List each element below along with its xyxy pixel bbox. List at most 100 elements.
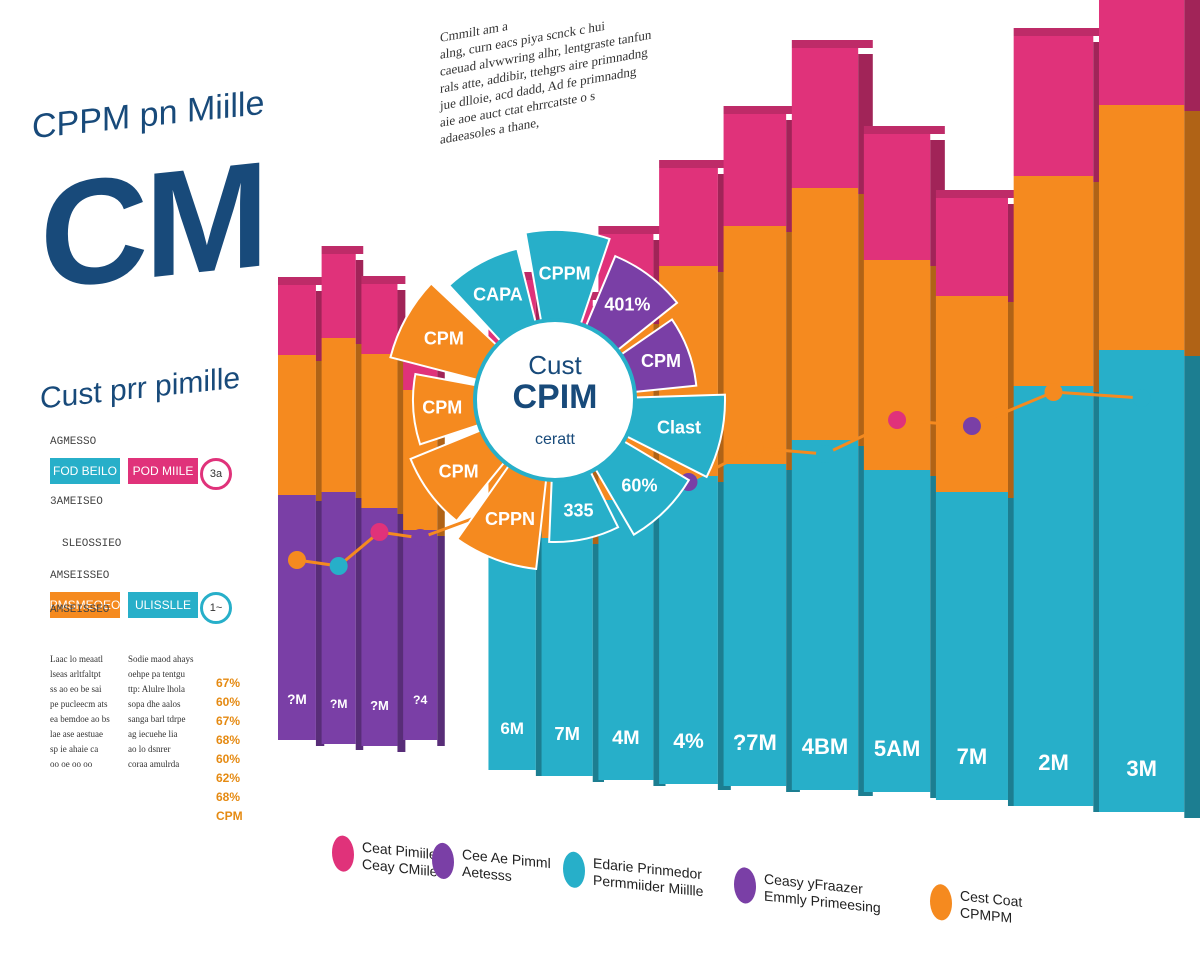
bar-stack: 7M (935, 190, 1024, 806)
trend-dot (745, 439, 764, 457)
stat-text: 3AMEISEO (50, 496, 103, 508)
bar-label: ?M (330, 697, 348, 711)
bar-side (437, 536, 445, 746)
bar-stack: ?M (278, 277, 325, 746)
slice-label: CPM (439, 461, 479, 481)
bar-segment (659, 168, 718, 266)
slice-label: CPM (424, 329, 464, 349)
bar-segment (321, 492, 356, 744)
bar-stack: 2M (1013, 28, 1111, 812)
bar-segment (541, 538, 593, 776)
bar-segment (598, 500, 654, 780)
mini-left-line: Laac lo meaatl (50, 654, 103, 664)
trend-dot (1132, 389, 1151, 407)
bar-segment (403, 530, 438, 740)
trend-dot (816, 445, 835, 463)
stat-text: SLEOSSIEO (62, 538, 122, 550)
bar-side (355, 260, 364, 344)
bar-top (659, 160, 731, 168)
bar-top (723, 106, 800, 114)
bar-label: 7M (554, 723, 580, 744)
bar-segment (791, 440, 859, 790)
bar-segment (1013, 36, 1094, 176)
stat-text: AMSEISSEO (50, 570, 110, 582)
mini-left-line: pe pucleecm ats (50, 699, 108, 709)
bar-side (1184, 0, 1200, 111)
slice-label: 60% (621, 475, 657, 495)
pct-list-line: 68% (216, 733, 241, 747)
bar-top (361, 276, 406, 284)
bar-side (315, 291, 325, 361)
bar-segment (791, 188, 859, 440)
donut-center-text: Cust (528, 350, 582, 380)
bar-side (315, 501, 325, 746)
pct-list-line: 67% (216, 714, 241, 728)
stat-box: POD MIILE (128, 458, 198, 484)
mini-left-line: lseas arltfaltpt (50, 669, 101, 679)
slice-label: 335 (563, 501, 593, 521)
mini-text-right: Sodie maod ahays oehpe pa tentgu ttp: Alul… (128, 652, 194, 772)
slice-label: CAPA (473, 284, 523, 304)
stat-box: FOD BEILO (50, 458, 120, 484)
bar-segment (935, 198, 1008, 296)
bar-stack: 4BM (791, 40, 873, 796)
bar-segment (791, 48, 859, 188)
trend-dot (370, 523, 389, 541)
donut-center-text: ceratt (535, 431, 576, 448)
bar-top (1013, 28, 1111, 36)
donut-center (473, 318, 637, 482)
bar-segment (863, 470, 931, 792)
bar-stack: ?M (321, 246, 364, 750)
stat-tag: 1~ (200, 592, 232, 624)
slice-label: CPPM (539, 263, 591, 283)
bar-side (1184, 356, 1200, 818)
legend-label: Cest Coat CPMPM (960, 887, 1023, 926)
pct-list-line: 60% (216, 695, 241, 709)
legend-label: Ceat Pimiile Ceay CMiile (362, 838, 438, 880)
mini-right-line: sopa dhe aalos (128, 699, 181, 709)
bar-label: 3M (1126, 756, 1157, 781)
mini-right-line: coraa amulrda (128, 759, 180, 769)
bar-segment (935, 492, 1008, 800)
mini-right-line: ao lo dsnrer (128, 744, 171, 754)
bar-top (321, 246, 364, 254)
bar-top (935, 190, 1024, 198)
bar-label: 4M (612, 727, 639, 749)
bar-stack: 3M (1098, 0, 1200, 818)
bar-segment (1013, 176, 1094, 386)
bar-segment (1098, 0, 1185, 105)
bar-label: 5AM (874, 736, 920, 761)
legend-swatch (734, 866, 756, 905)
trend-dot (888, 411, 907, 429)
mini-right-line: sanga barl tdrpe (128, 714, 186, 724)
bar-segment (1098, 350, 1185, 812)
bar-side (592, 544, 605, 782)
stat-tag: 3a (200, 458, 232, 490)
pct-list-line: 62% (216, 771, 241, 785)
mini-left-line: oo oe oo oo (50, 759, 93, 769)
percent-list: 67% 60% 67% 68% 60% 62% 68% CPM (216, 674, 243, 826)
bar-label: 4BM (802, 734, 848, 759)
bar-side (315, 361, 325, 501)
trend-dot (962, 417, 981, 435)
pct-list-line: 67% (216, 676, 241, 690)
bar-segment (361, 508, 398, 746)
mini-right-line: Sodie maod ahays (128, 654, 194, 664)
pct-list-line: CPM (216, 809, 243, 823)
bar-segment (723, 226, 787, 464)
stat-box: ULISSLLE (128, 592, 198, 618)
bar-segment (361, 284, 398, 354)
bar-side (397, 514, 406, 752)
bar-top (598, 226, 666, 234)
bar-segment (321, 254, 356, 338)
bar-stack: 5AM (863, 126, 945, 798)
stat-text: AMSEISSEO (50, 604, 110, 616)
bar-label: 7M (957, 744, 988, 769)
bar-segment (1013, 386, 1094, 806)
legend-swatch (432, 841, 454, 881)
mini-text-left: Laac lo meaatl lseas arltfaltpt ss ao eo b… (50, 652, 110, 772)
trend-dot (411, 529, 430, 547)
bar-stack: ?M (361, 276, 406, 752)
trend-dot (287, 551, 306, 569)
